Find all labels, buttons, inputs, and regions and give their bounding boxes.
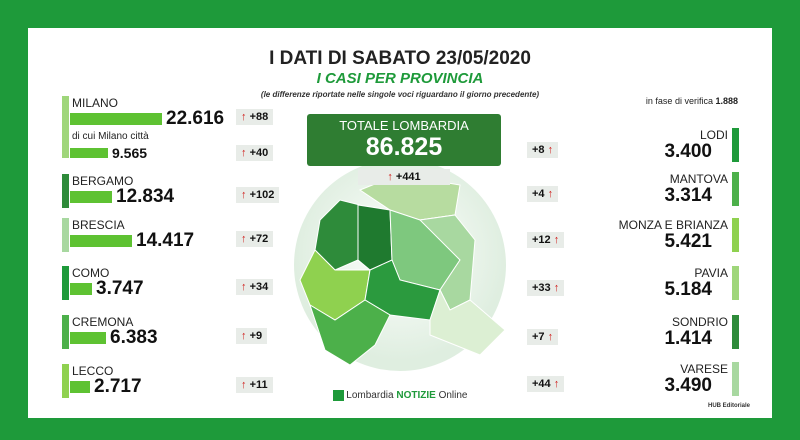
side-bar <box>62 364 69 398</box>
verification-label: in fase di verifica <box>645 96 713 106</box>
logo-main: Lombardia <box>346 390 394 402</box>
region <box>429 288 506 356</box>
delta-text: +7 <box>532 331 545 343</box>
delta: ↑ +102 <box>236 187 280 203</box>
province-name: LECCO <box>72 364 114 378</box>
delta: +12 ↑ <box>527 232 565 248</box>
province-name: COMO <box>72 266 110 280</box>
delta: +33 ↑ <box>527 280 565 296</box>
bar <box>70 191 112 203</box>
delta-text: +8 <box>532 144 545 156</box>
province-name: LODI <box>699 128 728 142</box>
logo-tail: Online <box>438 390 468 402</box>
province-value: 3.747 <box>96 278 144 299</box>
delta-text: +34 <box>249 281 269 293</box>
logo-bold: NOTIZIE <box>396 390 436 402</box>
bar <box>70 113 162 125</box>
delta-text: +44 <box>532 378 551 390</box>
delta-text: +4 <box>532 188 545 200</box>
delta: ↑ +11 <box>236 377 273 393</box>
delta-text: +441 <box>395 171 421 183</box>
side-bar <box>732 218 739 252</box>
province-value: 6.383 <box>110 327 158 348</box>
province-value: 22.616 <box>166 108 225 129</box>
bar <box>70 235 132 247</box>
delta-text: +12 <box>532 234 551 246</box>
delta: +8 ↑ <box>527 142 559 158</box>
map <box>294 159 506 371</box>
province-value: 2.717 <box>94 376 142 397</box>
sub-value: 9.565 <box>112 145 148 161</box>
province-name: MONZA E BRIANZA <box>618 218 728 232</box>
province-value: 12.834 <box>116 186 175 207</box>
side-bar <box>62 315 69 349</box>
province-name: CREMONA <box>72 315 134 329</box>
delta: ↑ +34 <box>236 279 274 295</box>
delta-text: +11 <box>249 379 268 391</box>
total-delta: ↑ +441 <box>358 169 450 185</box>
bar <box>70 332 106 344</box>
delta: ↑ +72 <box>236 231 274 247</box>
verification: in fase di verifica 1.888 <box>646 96 738 106</box>
province-name: BRESCIA <box>72 218 125 232</box>
delta: +4 ↑ <box>527 186 559 202</box>
total-value: 86.825 <box>365 133 443 161</box>
side-bar <box>732 362 739 396</box>
delta-text: +88 <box>249 111 269 123</box>
note: (le differenze riportate nelle singole v… <box>260 90 540 99</box>
bar <box>70 148 108 158</box>
delta: ↑ +88 <box>236 109 274 125</box>
bar <box>70 283 92 295</box>
side-bar <box>732 266 739 300</box>
province-name: VARESE <box>680 362 728 376</box>
side-bar <box>732 172 739 206</box>
delta: +7 ↑ <box>527 329 559 345</box>
province-name: SONDRIO <box>671 315 728 329</box>
delta-text: +9 <box>249 330 263 342</box>
delta-text: +72 <box>249 233 269 245</box>
logo: Lombardia NOTIZIE Online <box>0 390 800 401</box>
delta: ↑ +9 <box>236 328 268 344</box>
sub-label: di cui Milano città <box>72 131 149 142</box>
total-box: TOTALE LOMBARDIA 86.825 <box>307 114 501 166</box>
province-value: 3.314 <box>664 185 712 206</box>
bar <box>70 381 90 393</box>
province-name: MILANO <box>72 96 119 110</box>
credit: HUB Editoriale <box>707 403 750 409</box>
province-name: PAVIA <box>694 266 728 280</box>
side-bar <box>62 266 69 300</box>
side-bar <box>62 96 69 158</box>
province-value: 5.421 <box>664 231 712 252</box>
subtitle: I CASI PER PROVINCIA <box>316 70 484 87</box>
side-bar <box>62 218 69 252</box>
side-bar <box>732 128 739 162</box>
province-value: 3.400 <box>664 141 712 162</box>
delta-text: +102 <box>249 189 275 201</box>
verification-value: 1.888 <box>715 96 738 106</box>
total-label: TOTALE LOMBARDIA <box>339 118 469 133</box>
delta: +44 ↑ <box>527 376 565 392</box>
province-value: 14.417 <box>136 230 195 251</box>
title: I DATI DI SABATO 23/05/2020 <box>269 48 531 69</box>
province-name: BERGAMO <box>72 174 134 188</box>
region <box>309 299 391 366</box>
delta-text: +33 <box>532 282 551 294</box>
province-value: 5.184 <box>664 279 712 300</box>
delta: ↑ +40 <box>236 145 274 161</box>
side-bar <box>732 315 739 349</box>
region <box>357 204 393 271</box>
province-name: MANTOVA <box>669 172 728 186</box>
side-bar <box>62 174 69 208</box>
delta-text: +40 <box>249 147 269 159</box>
province-value: 1.414 <box>664 328 712 349</box>
province-value: 3.490 <box>664 375 712 396</box>
